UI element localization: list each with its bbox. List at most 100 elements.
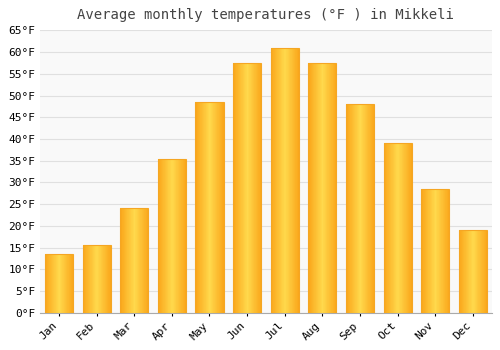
Bar [182,159,183,313]
Bar [129,209,130,313]
Bar [108,245,109,313]
Bar [466,230,467,313]
Bar [298,48,299,313]
Bar [208,102,209,313]
Bar [427,189,428,313]
Bar [350,104,351,313]
Bar [70,254,71,313]
Bar [388,143,389,313]
Bar [183,159,184,313]
Bar [426,189,427,313]
Bar [254,63,255,313]
Bar [406,143,407,313]
Bar [107,245,108,313]
Bar [252,63,253,313]
Bar [46,254,47,313]
Bar [330,63,331,313]
Bar [359,104,360,313]
Title: Average monthly temperatures (°F ) in Mikkeli: Average monthly temperatures (°F ) in Mi… [78,8,454,22]
Bar [162,159,163,313]
Bar [127,209,128,313]
Bar [469,230,470,313]
Bar [216,102,217,313]
Bar [90,245,91,313]
Bar [390,143,391,313]
Bar [429,189,430,313]
Bar [438,189,439,313]
Bar [86,245,87,313]
Bar [200,102,201,313]
Bar [45,254,46,313]
Bar [309,63,310,313]
Bar [169,159,170,313]
Bar [181,159,182,313]
Bar [365,104,366,313]
Bar [295,48,296,313]
Bar [276,48,277,313]
Bar [212,102,213,313]
Bar [476,230,477,313]
Bar [372,104,373,313]
Bar [310,63,311,313]
Bar [140,209,141,313]
Bar [273,48,274,313]
Bar [136,209,137,313]
Bar [360,104,361,313]
Bar [223,102,224,313]
Bar [482,230,483,313]
Bar [209,102,210,313]
Bar [442,189,443,313]
Bar [322,63,323,313]
Bar [166,159,167,313]
Bar [83,245,84,313]
Bar [474,230,475,313]
Bar [173,159,174,313]
Bar [287,48,288,313]
Bar [318,63,319,313]
Bar [91,245,92,313]
Bar [132,209,133,313]
Bar [170,159,172,313]
Bar [467,230,468,313]
Bar [292,48,293,313]
Bar [308,63,309,313]
Bar [398,143,400,313]
Bar [185,159,186,313]
Bar [66,254,67,313]
Bar [94,245,95,313]
Bar [131,209,132,313]
Bar [167,159,168,313]
Bar [308,63,336,313]
Bar [465,230,466,313]
Bar [277,48,278,313]
Bar [464,230,465,313]
Bar [475,230,476,313]
Bar [82,245,110,313]
Bar [168,159,169,313]
Bar [134,209,135,313]
Bar [395,143,396,313]
Bar [313,63,314,313]
Bar [98,245,99,313]
Bar [221,102,222,313]
Bar [101,245,102,313]
Bar [241,63,242,313]
Bar [333,63,334,313]
Bar [260,63,261,313]
Bar [54,254,55,313]
Bar [288,48,290,313]
Bar [315,63,316,313]
Bar [258,63,259,313]
Bar [123,209,124,313]
Bar [85,245,86,313]
Bar [165,159,166,313]
Bar [218,102,219,313]
Bar [133,209,134,313]
Bar [211,102,212,313]
Bar [385,143,386,313]
Bar [319,63,320,313]
Bar [251,63,252,313]
Bar [432,189,433,313]
Bar [59,254,60,313]
Bar [394,143,395,313]
